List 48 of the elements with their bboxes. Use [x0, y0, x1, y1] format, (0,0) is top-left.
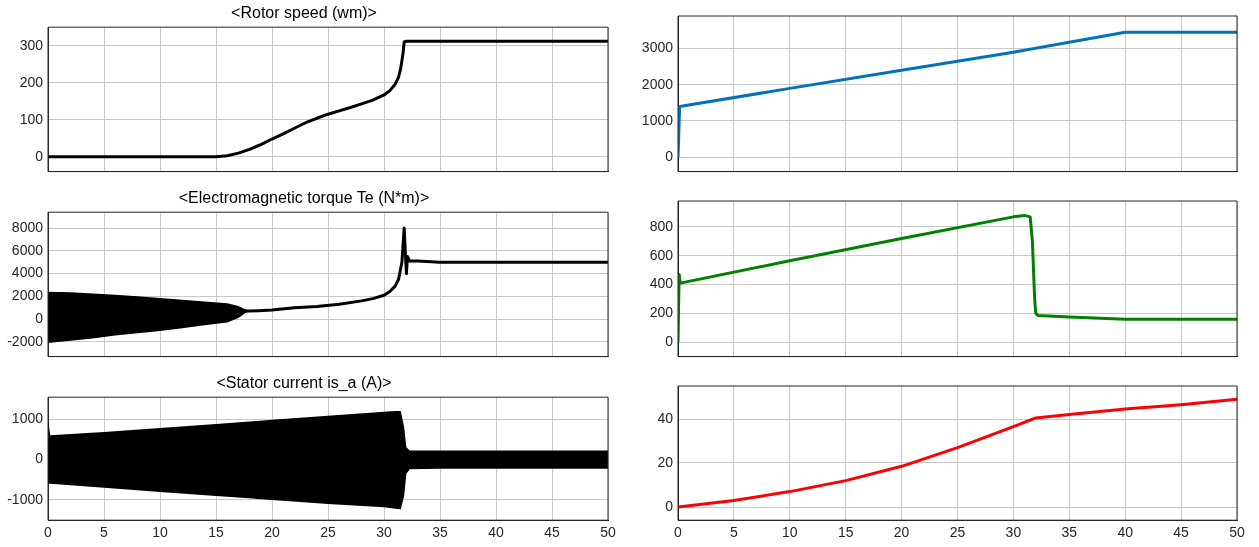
y-tick-label: 100	[19, 110, 44, 127]
chart-title: <Electromagnetic torque Te (N*m)>	[178, 189, 430, 207]
y-tick-label: 300	[19, 36, 44, 53]
y-tick-label: 0	[665, 147, 674, 164]
y-tick-label: 2000	[11, 287, 44, 304]
y-tick-label: 4000	[11, 264, 44, 281]
x-tick-label: 20	[264, 524, 280, 541]
x-tick-label: 45	[1173, 524, 1190, 541]
y-tick-label: -2000	[7, 332, 44, 349]
chart-title: <Stator current is_a (A)>	[216, 374, 392, 393]
y-tick-label: 0	[665, 333, 674, 350]
x-tick-label: 25	[320, 524, 336, 541]
y-tick-label: 200	[649, 304, 674, 321]
x-tick-label: 10	[152, 524, 168, 541]
x-tick-label: 50	[1229, 524, 1245, 541]
x-tick-label: 10	[782, 524, 798, 541]
y-tick-label: 0	[35, 147, 44, 164]
x-tick-label: 50	[600, 524, 616, 541]
y-tick-label: 200	[19, 73, 44, 90]
x-tick-label: 15	[837, 524, 854, 541]
x-tick-label: 45	[544, 524, 560, 541]
x-tick-label: 20	[893, 524, 910, 541]
y-tick-label: 40	[657, 409, 674, 426]
x-tick-label: 35	[432, 524, 448, 541]
chart-title: <Rotor speed (wm)>	[231, 4, 377, 22]
y-tick-label: 0	[35, 450, 44, 467]
y-tick-label: 1000	[641, 111, 674, 128]
y-tick-label: 8000	[11, 218, 44, 235]
y-tick-label: -1000	[7, 490, 44, 507]
x-tick-label: 40	[1117, 524, 1134, 541]
y-tick-label: 600	[649, 246, 674, 263]
x-tick-label: 25	[949, 524, 966, 541]
y-tick-label: 0	[35, 309, 44, 326]
y-tick-label: 20	[657, 453, 674, 470]
y-tick-label: 3000	[641, 39, 674, 56]
y-tick-label: 800	[649, 217, 674, 234]
x-tick-label: 5	[730, 524, 738, 541]
x-tick-label: 5	[100, 524, 109, 541]
x-tick-label: 30	[376, 524, 392, 541]
y-tick-label: 400	[649, 275, 674, 292]
x-tick-label: 40	[488, 524, 504, 541]
y-tick-label: 2000	[641, 75, 674, 92]
y-tick-label: 0	[665, 497, 674, 514]
x-tick-label: 30	[1005, 524, 1022, 541]
x-tick-label: 35	[1061, 524, 1078, 541]
y-tick-label: 6000	[11, 241, 44, 258]
y-tick-label: 1000	[11, 409, 44, 426]
x-tick-label: 15	[208, 524, 224, 541]
